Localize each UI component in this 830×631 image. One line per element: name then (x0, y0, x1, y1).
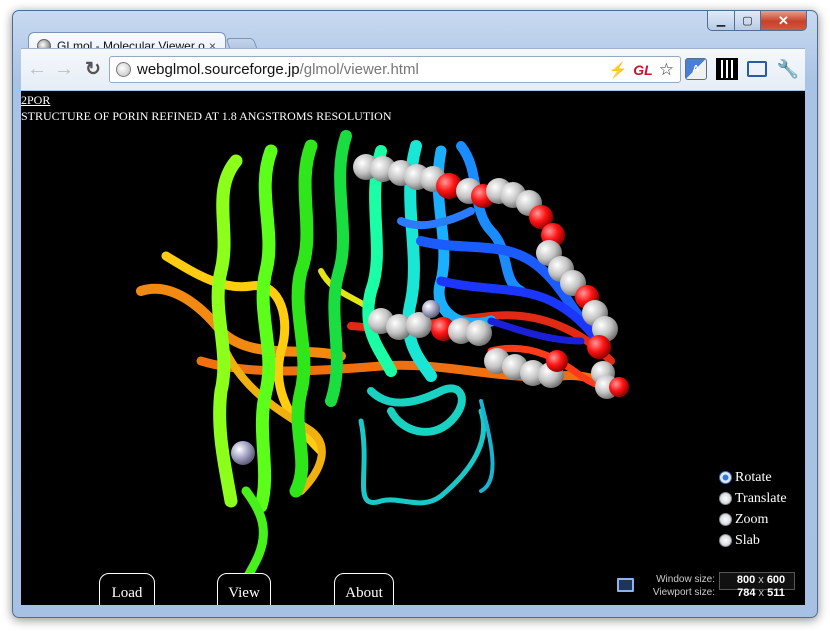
mode-rotate[interactable]: Rotate (719, 467, 787, 488)
window-size-value: 800 x 600 (736, 574, 786, 586)
translate-extension-icon[interactable]: A (685, 58, 707, 80)
viewport-size-label: Viewport size: (652, 587, 715, 598)
mode-slab-radio[interactable] (719, 534, 732, 547)
mode-zoom-label: Zoom (735, 511, 769, 527)
mode-zoom-radio[interactable] (719, 513, 732, 526)
fullscreen-icon[interactable] (747, 61, 767, 77)
view-button[interactable]: View (217, 573, 271, 605)
maximize-button[interactable]: ▢ (735, 11, 761, 31)
load-button[interactable]: Load (99, 573, 155, 605)
viewport-size-row: Viewport size: 784 x 511 (639, 587, 803, 601)
monitor-icon (617, 578, 634, 592)
mouse-mode-radio-group: Rotate Translate Zoom Slab (719, 467, 787, 551)
mode-slab-label: Slab (735, 532, 760, 548)
address-bar[interactable]: webglmol.sourceforge.jp /glmol/viewer.ht… (109, 56, 681, 83)
url-host: webglmol.sourceforge.jp (137, 61, 300, 78)
globe-icon (116, 62, 131, 77)
ligand-spheres (231, 154, 629, 465)
mode-translate-label: Translate (735, 490, 787, 506)
qr-code-extension-icon[interactable] (716, 58, 738, 80)
viewport-size-value: 784 x 511 (737, 587, 785, 599)
window-size-row: Window size: 800 x 600 (639, 574, 803, 588)
bolt-icon: ⚡ (608, 62, 628, 79)
minimize-button[interactable]: ▁ (707, 11, 735, 31)
structure-title: STRUCTURE OF PORIN REFINED AT 1.8 ANGSTR… (21, 109, 392, 123)
browser-toolbar: ← → ↻ webglmol.sourceforge.jp /glmol/vie… (21, 48, 805, 90)
url-path: /glmol/viewer.html (299, 61, 419, 78)
bookmark-star-icon[interactable]: ☆ (658, 60, 674, 79)
forward-button[interactable]: → (54, 57, 74, 80)
back-button[interactable]: ← (27, 57, 47, 80)
close-window-button[interactable]: ✕ (761, 11, 807, 31)
wrench-menu-icon[interactable]: 🔧 (776, 58, 800, 79)
mode-translate-radio[interactable] (719, 492, 732, 505)
mode-zoom[interactable]: Zoom (719, 509, 787, 530)
window-size-box (719, 572, 795, 590)
reload-button[interactable]: ↻ (85, 58, 101, 80)
mode-translate[interactable]: Translate (719, 488, 787, 509)
mode-rotate-radio[interactable] (719, 471, 732, 484)
molecular-viewer-canvas[interactable]: 2POR STRUCTURE OF PORIN REFINED AT 1.8 A… (21, 91, 805, 605)
pdb-id-link[interactable]: 2POR (21, 93, 51, 107)
window-size-label: Window size: (656, 574, 715, 585)
webgl-badge[interactable]: GL (633, 62, 653, 78)
tab-close-icon[interactable]: × (209, 39, 217, 53)
protein-ribbon-render[interactable] (21, 91, 805, 605)
mode-slab[interactable]: Slab (719, 530, 787, 551)
about-button[interactable]: About (334, 573, 394, 605)
mode-rotate-label: Rotate (735, 469, 772, 485)
window-controls: ▁ ▢ ✕ (707, 11, 807, 31)
